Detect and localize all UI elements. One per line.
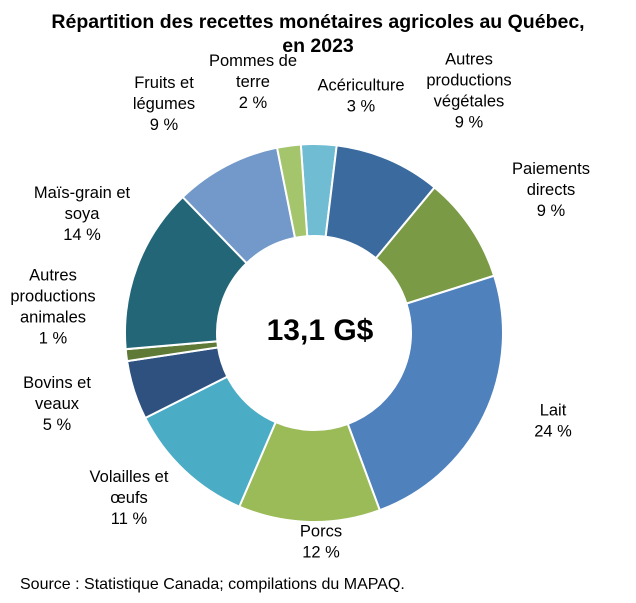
slice-label-2: Paiements directs 9 % [512, 160, 590, 220]
slice-value-6: 5 % [43, 416, 72, 434]
slice-name-2-0: Paiements [512, 160, 590, 178]
slice-label-8: Maïs-grain et soya 14 % [34, 184, 131, 244]
slice-label-0: Acériculture 3 % [317, 77, 404, 116]
slice-name-7-1: productions [10, 288, 95, 306]
slice-value-8: 14 % [63, 226, 101, 244]
slice-name-7-2: animales [20, 309, 86, 327]
slice-name-9-1: légumes [133, 95, 195, 113]
slice-label-1: Autres productions végétales 9 % [426, 51, 511, 132]
slice-label-10: Pommes de terre 2 % [209, 52, 297, 112]
slice-name-8-0: Maïs-grain et [34, 184, 131, 202]
slice-name-1-0: Autres [445, 51, 493, 69]
slice-name-0-0: Acériculture [317, 77, 404, 95]
chart-title-line2: en 2023 [282, 35, 354, 57]
slice-label-4: Porcs 12 % [300, 523, 342, 562]
slice-labels: Acériculture 3 % Autres productions végétale… [10, 51, 590, 562]
slice-name-1-2: végétales [434, 93, 505, 111]
slice-value-4: 12 % [302, 544, 340, 562]
slice-name-2-1: directs [527, 181, 576, 199]
slice-value-1: 9 % [455, 114, 484, 132]
slice-name-10-1: terre [236, 73, 270, 91]
slice-name-7-0: Autres [29, 267, 77, 285]
slice-value-10: 2 % [239, 94, 268, 112]
center-total-label: 13,1 G$ [267, 314, 374, 347]
slice-name-5-1: œufs [110, 489, 148, 507]
slice-name-5-0: Volailles et [90, 468, 169, 486]
chart-title-line1: Répartition des recettes monétaires agri… [51, 11, 585, 33]
slice-value-5: 11 % [111, 510, 148, 528]
source-note: Source : Statistique Canada; compilation… [20, 576, 405, 593]
slice-name-9-0: Fruits et [134, 74, 194, 92]
slice-name-1-1: productions [426, 72, 511, 90]
slice-name-4-0: Porcs [300, 523, 342, 541]
slice-name-6-1: veaux [35, 395, 80, 413]
slice-name-10-0: Pommes de [209, 52, 297, 70]
slice-value-0: 3 % [347, 98, 376, 116]
slice-value-7: 1 % [39, 330, 68, 348]
chart-title: Répartition des recettes monétaires agri… [0, 10, 636, 58]
slice-10 [275, 143, 309, 240]
slice-value-3: 24 % [534, 423, 572, 441]
slice-name-6-0: Bovins et [23, 374, 91, 392]
slice-value-9: 9 % [150, 116, 179, 134]
slice-label-3: Lait 24 % [534, 402, 572, 441]
slices [124, 143, 504, 523]
slice-name-8-1: soya [65, 205, 101, 223]
slice-3 [346, 274, 504, 512]
slice-label-6: Bovins et veaux 5 % [23, 374, 91, 434]
slice-name-3-0: Lait [540, 402, 567, 420]
slice-value-2: 9 % [537, 202, 566, 220]
slice-label-7: Autres productions animales 1 % [10, 267, 95, 348]
slice-label-9: Fruits et légumes 9 % [133, 74, 195, 134]
slice-label-5: Volailles et œufs 11 % [90, 468, 169, 528]
